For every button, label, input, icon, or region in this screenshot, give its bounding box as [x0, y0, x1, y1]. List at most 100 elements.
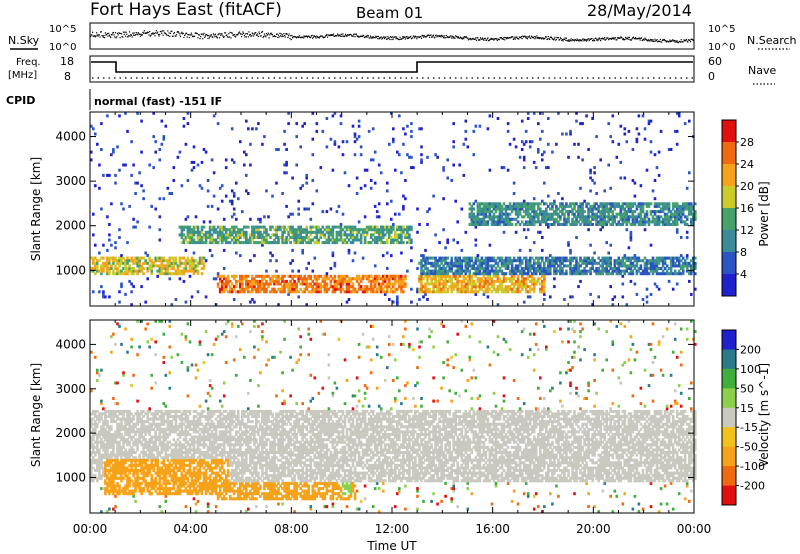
nsky-point [354, 36, 356, 38]
heatmap-cell [396, 295, 399, 299]
heatmap-cell [373, 204, 377, 208]
heatmap-cell [625, 264, 629, 268]
heatmap-cell [557, 212, 560, 216]
heatmap-cell [500, 207, 504, 211]
heatmap-cell [424, 290, 427, 294]
heatmap-cell [337, 233, 341, 237]
heatmap-cell [573, 256, 576, 260]
heatmap-cell [665, 256, 669, 260]
heatmap-cell [583, 199, 586, 203]
heatmap-cell [502, 274, 506, 278]
heatmap-cell [605, 220, 608, 224]
heatmap-cell [593, 261, 596, 265]
nsky-point [510, 37, 512, 39]
nsky-point [155, 32, 157, 34]
heatmap-cell [484, 223, 488, 226]
heatmap-cell [396, 241, 399, 245]
heatmap-cell [293, 290, 296, 294]
nsky-point [379, 37, 381, 39]
heatmap-cell [665, 212, 669, 216]
heatmap-cell [683, 207, 687, 211]
heatmap-cell [671, 223, 675, 226]
heatmap-cell [172, 272, 176, 276]
heatmap-cell [516, 210, 520, 214]
heatmap-cell [333, 290, 337, 294]
heatmap-cell [498, 287, 502, 291]
heatmap-cell [627, 215, 631, 219]
heatmap-cell [404, 285, 407, 289]
heatmap-cell [468, 261, 472, 265]
heatmap-cell [200, 160, 204, 164]
heatmap-cell [190, 236, 194, 239]
nsky-point [177, 31, 180, 33]
heatmap-cell [486, 204, 490, 208]
nsky-point [167, 30, 169, 32]
nsky-point [170, 30, 172, 32]
heatmap-cell [583, 259, 586, 263]
heatmap-cell [530, 217, 534, 221]
heatmap-cell [555, 269, 558, 273]
heatmap-cell [218, 230, 222, 234]
heatmap-cell [478, 267, 482, 270]
heatmap-cell [490, 215, 494, 219]
heatmap-cell [243, 230, 246, 234]
heatmap-cell [500, 282, 504, 286]
heatmap-cell [277, 228, 280, 232]
nsky-point [369, 35, 372, 37]
nsky-point [625, 38, 627, 40]
nsky-point [228, 36, 231, 38]
heatmap-cell [365, 228, 369, 232]
heatmap-cell [263, 230, 266, 234]
heatmap-cell [259, 285, 262, 289]
nsky-point [292, 37, 294, 39]
heatmap-cell [677, 264, 681, 268]
heatmap-cell [637, 269, 641, 273]
nsky-point [213, 34, 215, 36]
nsky-point [100, 31, 102, 33]
heatmap-cell [333, 264, 337, 268]
nsky-point [665, 41, 667, 43]
heatmap-cell [295, 228, 298, 232]
nsky-point [380, 36, 382, 38]
heatmap-cell [398, 228, 401, 232]
heatmap-cell [537, 230, 540, 234]
nsky-point [273, 35, 275, 37]
heatmap-cell [422, 277, 425, 281]
heatmap-cell [504, 256, 508, 260]
heatmap-cell [468, 212, 472, 216]
heatmap-cell [601, 215, 604, 219]
heatmap-cell [388, 230, 391, 234]
heatmap-cell [611, 272, 615, 276]
heatmap-cell [303, 207, 306, 211]
nsky-point [396, 37, 398, 39]
nsky-point [145, 32, 147, 35]
heatmap-cell [681, 269, 685, 273]
heatmap-cell [480, 264, 484, 268]
heatmap-cell [355, 137, 359, 141]
heatmap-cell [96, 267, 99, 270]
heatmap-cell [611, 114, 615, 118]
heatmap-cell [432, 256, 435, 260]
heatmap-cell [629, 230, 633, 234]
heatmap-cell [214, 241, 218, 245]
heatmap-cell [518, 290, 522, 294]
heatmap-cell [235, 290, 238, 294]
heatmap-cell [138, 269, 141, 273]
heatmap-cell [317, 282, 321, 286]
heatmap-cell [124, 261, 127, 265]
heatmap-cell [543, 217, 546, 221]
heatmap-cell [122, 267, 125, 270]
heatmap-cell [528, 202, 532, 206]
heatmap-cell [392, 277, 395, 281]
nsky-point [330, 34, 332, 36]
heatmap-cell [106, 114, 109, 118]
nsky-point [370, 36, 372, 38]
nsky-point [251, 32, 253, 34]
heatmap-cell [539, 272, 542, 276]
heatmap-cell [327, 238, 331, 242]
nsky-point [181, 33, 184, 35]
heatmap-cell [345, 233, 349, 237]
heatmap-cell [426, 267, 429, 270]
heatmap-cell [537, 267, 540, 270]
nsky-point [341, 33, 343, 35]
